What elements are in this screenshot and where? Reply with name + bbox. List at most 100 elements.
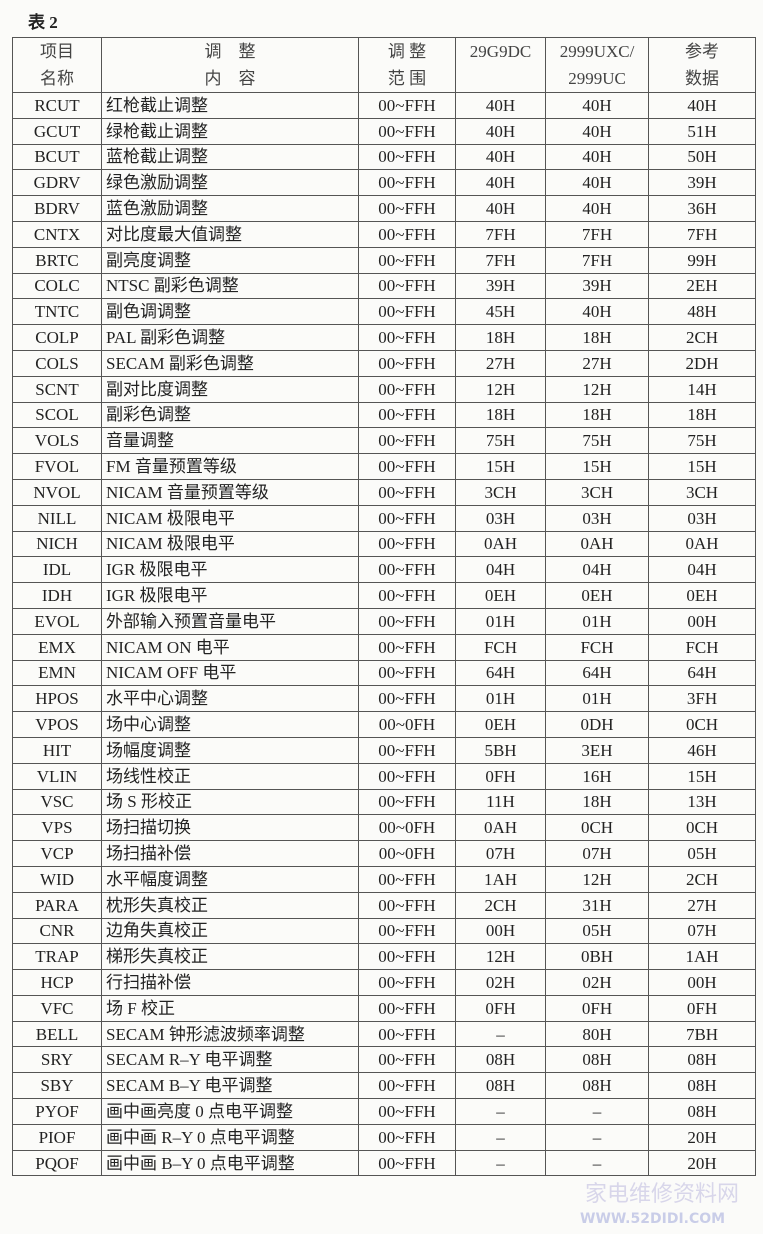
cell-reference-value: 40H <box>648 92 756 119</box>
cell-content: NICAM ON 电平 <box>101 633 359 661</box>
cell-value-2999uxc: 18H <box>545 401 649 429</box>
cell-reference-value: 64H <box>648 659 756 687</box>
table-row: PQOF 画中画 B–Y 0 点电平调整 00~FFH – –20H <box>12 1149 756 1177</box>
cell-value-2999uxc: 12H <box>545 865 649 893</box>
cell-value-29g9dc: 01H <box>455 685 546 713</box>
cell-item-name: GCUT <box>12 117 102 145</box>
cell-value-2999uxc: 40H <box>545 92 649 119</box>
cell-item-name: SRY <box>12 1046 102 1074</box>
header-line: 2999UC <box>568 69 626 88</box>
cell-reference-value: 08H <box>648 1072 756 1100</box>
table-row: NICH NICAM 极限电平 00~FFH 0AH 0AH 0AH <box>12 530 756 558</box>
table-row: HIT 场幅度调整 00~FFH 5BH 3EH 46H <box>12 736 756 764</box>
cell-range: 00~FFH <box>358 504 456 532</box>
cell-value-2999uxc: – <box>545 1149 649 1177</box>
cell-item-name: EVOL <box>12 607 102 635</box>
cell-value-2999uxc: 0EH <box>545 582 649 609</box>
cell-reference-value: 2CH <box>648 865 756 893</box>
cell-content: SECAM B–Y 电平调整 <box>101 1072 359 1100</box>
cell-range: 00~FFH <box>358 375 456 403</box>
table-row: NILL NICAM 极限电平 00~FFH 03H 03H 03H <box>12 504 756 532</box>
cell-content: 对比度最大值调整 <box>101 220 359 248</box>
cell-item-name: VFC <box>12 994 102 1022</box>
cell-value-29g9dc: 18H <box>455 324 546 351</box>
cell-range: 00~FFH <box>358 1046 456 1074</box>
cell-content: 画中画亮度 0 点电平调整 <box>101 1098 359 1125</box>
table-row: VLIN 场线性校正 00~FFH 0FH 16H 15H <box>12 762 756 790</box>
cell-value-2999uxc: 16H <box>545 762 649 790</box>
cell-value-29g9dc: 02H <box>455 969 546 996</box>
cell-content: 副彩色调整 <box>101 401 359 429</box>
cell-item-name: VPOS <box>12 711 102 738</box>
table-row: BCUT 蓝枪截止调整 00~FFH 40H 40H 50H <box>12 143 756 171</box>
cell-value-29g9dc: 40H <box>455 195 546 222</box>
cell-value-29g9dc: 11H <box>455 788 546 816</box>
cell-item-name: VOLS <box>12 427 102 455</box>
cell-content: 梯形失真校正 <box>101 943 359 971</box>
cell-range: 00~FFH <box>358 556 456 584</box>
table-row: SRY SECAM R–Y 电平调整 00~FFH 08H 08H 08H <box>12 1046 756 1074</box>
cell-content: 边角失真校正 <box>101 917 359 945</box>
cell-range: 00~FFH <box>358 633 456 661</box>
table-row: TNTC 副色调调整 00~FFH 45H 40H 48H <box>12 298 756 326</box>
table-row: RCUT 红枪截止调整 00~FFH 40H 40H 40H <box>12 92 756 119</box>
cell-value-2999uxc: 03H <box>545 504 649 532</box>
cell-content: 音量调整 <box>101 427 359 455</box>
cell-item-name: BELL <box>12 1020 102 1048</box>
cell-range: 00~FFH <box>358 427 456 455</box>
cell-range: 00~0FH <box>358 814 456 842</box>
cell-value-29g9dc: 01H <box>455 607 546 635</box>
table-row: VSC 场 S 形校正 00~FFH 11H 18H 13H <box>12 788 756 816</box>
cell-content: IGR 极限电平 <box>101 582 359 609</box>
cell-item-name: EMN <box>12 659 102 687</box>
table-row: EMX NICAM ON 电平 00~FFH FCH FCH FCH <box>12 633 756 661</box>
header-model1: 29G9DC <box>455 37 546 93</box>
cell-item-name: CNR <box>12 917 102 945</box>
cell-content: 红枪截止调整 <box>101 92 359 119</box>
cell-content: 枕形失真校正 <box>101 891 359 919</box>
cell-value-2999uxc: 7FH <box>545 220 649 248</box>
cell-content: 画中画 R–Y 0 点电平调整 <box>101 1123 359 1151</box>
cell-range: 00~FFH <box>358 607 456 635</box>
cell-value-2999uxc: 08H <box>545 1072 649 1100</box>
cell-value-2999uxc: 31H <box>545 891 649 919</box>
cell-value-29g9dc: 08H <box>455 1046 546 1074</box>
cell-content: 副亮度调整 <box>101 246 359 274</box>
table-row: BRTC 副亮度调整 00~FFH 7FH 7FH 99H <box>12 246 756 274</box>
cell-value-2999uxc: 0BH <box>545 943 649 971</box>
cell-value-29g9dc: 18H <box>455 401 546 429</box>
cell-item-name: CNTX <box>12 220 102 248</box>
cell-value-29g9dc: 12H <box>455 943 546 971</box>
cell-range: 00~FFH <box>358 195 456 222</box>
cell-range: 00~0FH <box>358 840 456 867</box>
cell-reference-value: 46H <box>648 736 756 764</box>
table-row: EMN NICAM OFF 电平 00~FFH 64H 64H 64H <box>12 659 756 687</box>
cell-value-2999uxc: 40H <box>545 195 649 222</box>
cell-value-29g9dc: 2CH <box>455 891 546 919</box>
cell-reference-value: 75H <box>648 427 756 455</box>
cell-item-name: BRTC <box>12 246 102 274</box>
cell-content: 外部输入预置音量电平 <box>101 607 359 635</box>
cell-content: FM 音量预置等级 <box>101 453 359 480</box>
cell-content: 水平中心调整 <box>101 685 359 713</box>
cell-reference-value: 2DH <box>648 349 756 377</box>
cell-content: 副对比度调整 <box>101 375 359 403</box>
header-model2: 2999UXC/2999UC <box>545 37 649 93</box>
cell-content: PAL 副彩色调整 <box>101 324 359 351</box>
cell-content: NTSC 副彩色调整 <box>101 272 359 300</box>
cell-range: 00~FFH <box>358 994 456 1022</box>
table-row: IDL IGR 极限电平 00~FFH 04H 04H 04H <box>12 556 756 584</box>
cell-content: IGR 极限电平 <box>101 556 359 584</box>
cell-item-name: NILL <box>12 504 102 532</box>
cell-item-name: IDL <box>12 556 102 584</box>
cell-value-2999uxc: 18H <box>545 324 649 351</box>
cell-range: 00~FFH <box>358 582 456 609</box>
cell-value-2999uxc: 01H <box>545 607 649 635</box>
cell-value-29g9dc: 7FH <box>455 246 546 274</box>
cell-item-name: VPS <box>12 814 102 842</box>
cell-value-2999uxc: – <box>545 1098 649 1125</box>
cell-range: 00~FFH <box>358 788 456 816</box>
cell-item-name: HCP <box>12 969 102 996</box>
cell-reference-value: 08H <box>648 1046 756 1074</box>
cell-value-29g9dc: 00H <box>455 917 546 945</box>
